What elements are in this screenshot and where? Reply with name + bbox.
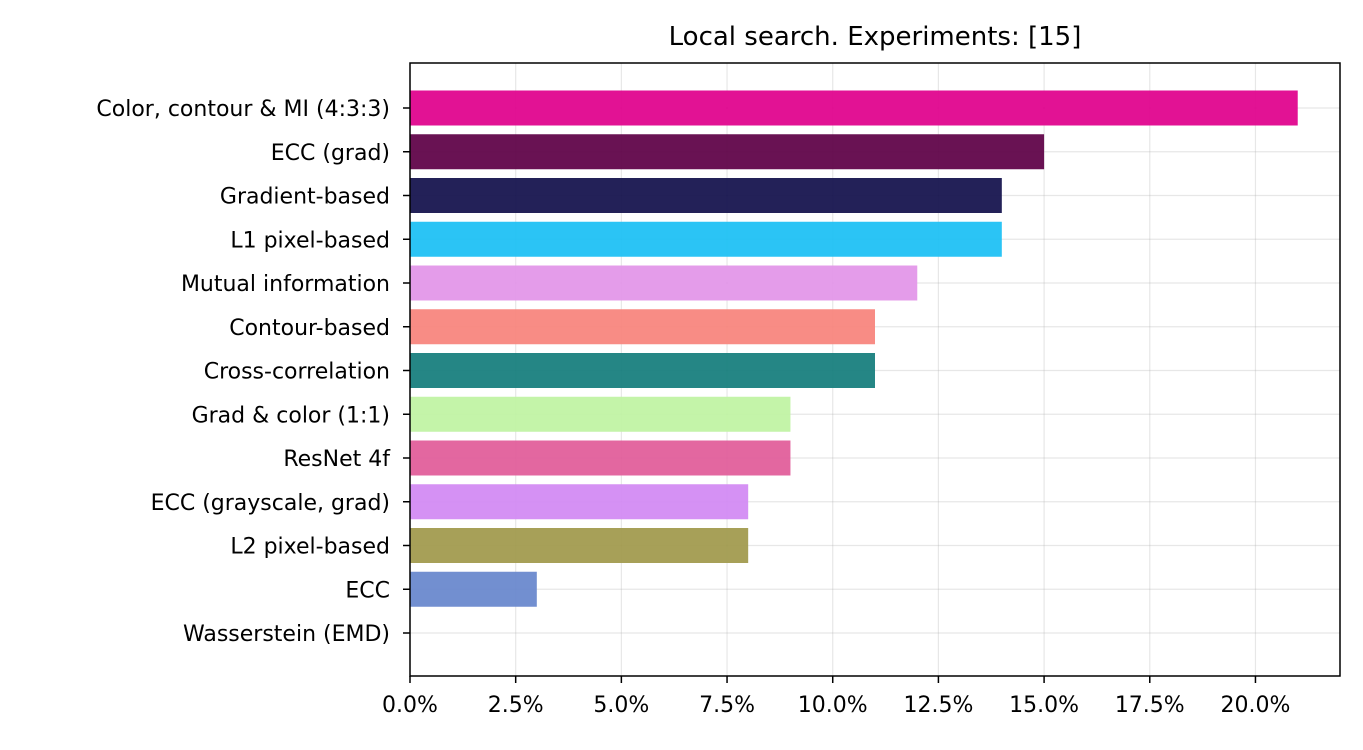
bar bbox=[410, 134, 1045, 170]
bar bbox=[410, 528, 749, 563]
bar bbox=[410, 178, 1002, 213]
x-tick-label: 15.0% bbox=[1009, 693, 1079, 718]
y-tick-label: Grad & color (1:1) bbox=[192, 403, 390, 428]
y-tick-label: Contour-based bbox=[229, 316, 390, 341]
bar bbox=[410, 571, 537, 607]
y-tick-label: ECC (grad) bbox=[271, 141, 390, 166]
y-tick-label: L1 pixel-based bbox=[230, 228, 390, 253]
x-tick-label: 10.0% bbox=[798, 693, 868, 718]
x-tick-label: 2.5% bbox=[488, 693, 544, 718]
y-tick-label: L2 pixel-based bbox=[230, 535, 390, 560]
y-tick-label: Wasserstein (EMD) bbox=[183, 622, 390, 647]
x-tick-label: 0.0% bbox=[382, 693, 438, 718]
x-tick-label: 5.0% bbox=[593, 693, 649, 718]
bar bbox=[410, 396, 791, 432]
bar bbox=[410, 440, 791, 476]
y-axis-ticks: Color, contour & MI (4:3:3) ECC (grad) Gra… bbox=[96, 97, 410, 647]
bar bbox=[410, 353, 875, 388]
chart-title: Local search. Experiments: [15] bbox=[669, 22, 1082, 52]
y-tick-label: ECC (grayscale, grad) bbox=[151, 491, 390, 516]
bars bbox=[410, 90, 1298, 607]
bar bbox=[410, 90, 1298, 126]
y-tick-label: Color, contour & MI (4:3:3) bbox=[96, 97, 390, 122]
plot-frame bbox=[409, 62, 1341, 677]
bar bbox=[410, 309, 875, 345]
y-tick-label: Gradient-based bbox=[220, 185, 390, 210]
y-tick-label: ECC bbox=[345, 578, 390, 603]
x-tick-label: 12.5% bbox=[903, 693, 973, 718]
y-tick-label: ResNet 4f bbox=[283, 447, 391, 472]
bar bbox=[410, 221, 1002, 257]
y-tick-label: Cross-correlation bbox=[204, 360, 390, 385]
bar bbox=[410, 265, 918, 301]
x-tick-label: 17.5% bbox=[1115, 693, 1185, 718]
x-tick-label: 20.0% bbox=[1221, 693, 1291, 718]
y-tick-label: Mutual information bbox=[181, 272, 390, 297]
x-axis-ticks: 0.0% 2.5% 5.0% 7.5% 10.0% 12.5% 15.0% 17.5% 20.0… bbox=[382, 676, 1290, 718]
x-tick-label: 7.5% bbox=[699, 693, 755, 718]
bar bbox=[410, 484, 749, 520]
